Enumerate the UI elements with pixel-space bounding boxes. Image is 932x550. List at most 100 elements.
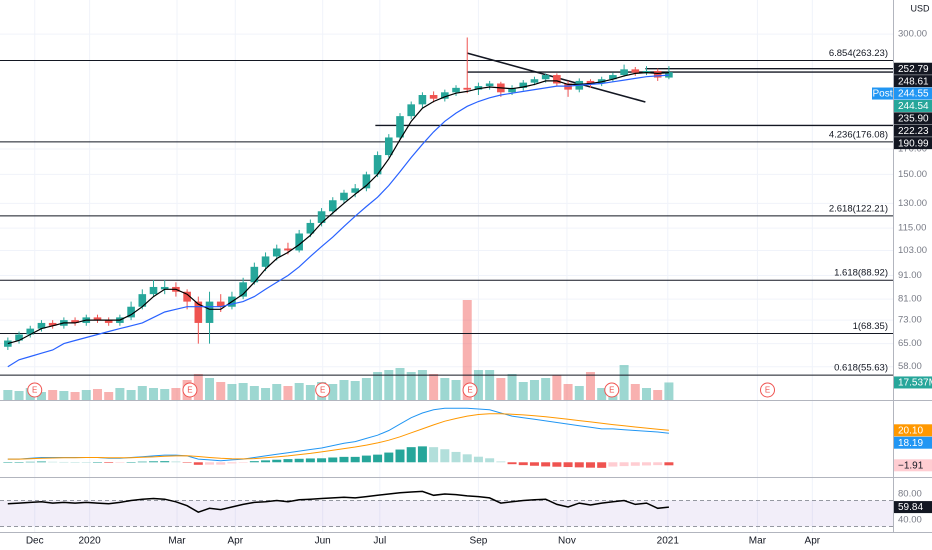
volume-bar bbox=[305, 385, 315, 400]
volume-bar bbox=[597, 388, 607, 400]
volume-bar bbox=[283, 386, 293, 400]
macd-histogram-bar bbox=[227, 462, 237, 464]
volume-bar bbox=[507, 374, 517, 400]
earnings-marker-label: E bbox=[187, 386, 192, 395]
y-tick-label: 130.00 bbox=[898, 198, 927, 209]
candle-body bbox=[519, 82, 528, 88]
macd-histogram-bar bbox=[473, 456, 483, 463]
candle-body bbox=[183, 291, 191, 302]
candle-body bbox=[586, 80, 595, 84]
candle-body bbox=[631, 69, 640, 73]
tag-prefix: Post bbox=[872, 89, 892, 100]
candle-body bbox=[642, 70, 651, 73]
volume-bar bbox=[126, 390, 136, 400]
candle-body bbox=[541, 75, 550, 80]
macd-histogram-bar bbox=[563, 462, 573, 468]
volume-bar bbox=[115, 388, 125, 400]
candle-body bbox=[205, 301, 214, 323]
indicator-layer bbox=[0, 407, 893, 527]
price-layer: 6.854(263.23) 4.236(176.08) 2.618(122.21) 1… bbox=[0, 37, 893, 376]
macd-histogram-bar bbox=[328, 457, 338, 463]
macd-histogram-bar bbox=[529, 462, 539, 466]
macd-histogram-bar bbox=[485, 458, 495, 463]
candle-body bbox=[508, 87, 516, 93]
macd-histogram-bar bbox=[261, 460, 271, 463]
macd-histogram-bar bbox=[350, 456, 360, 463]
x-tick-label: 2020 bbox=[79, 536, 102, 547]
y-tick-label: 40.00 bbox=[898, 514, 922, 525]
volume-bar bbox=[294, 383, 304, 400]
macd-histogram-bar bbox=[92, 462, 102, 463]
candle-body bbox=[429, 95, 438, 99]
macd-histogram-bar bbox=[59, 461, 69, 463]
candle-body bbox=[93, 317, 102, 321]
volume-bar bbox=[664, 382, 674, 400]
candle-body bbox=[485, 83, 494, 87]
candle-body bbox=[384, 137, 393, 156]
price-tag bbox=[894, 137, 932, 150]
y-tick-label: 73.00 bbox=[898, 315, 922, 326]
y-tick-label: 115.00 bbox=[898, 223, 926, 234]
candle-body bbox=[418, 95, 427, 105]
candle-body bbox=[653, 70, 662, 78]
macd-histogram-bar bbox=[104, 462, 114, 463]
macd-histogram-bar bbox=[574, 462, 584, 468]
earnings-marker-label: E bbox=[467, 386, 472, 395]
price-tag-label: 17.537M bbox=[898, 378, 932, 389]
volume-bar bbox=[361, 378, 371, 400]
x-tick-label: Apr bbox=[805, 536, 821, 547]
candle-body bbox=[284, 248, 292, 251]
price-tag bbox=[894, 459, 932, 472]
macd-histogram-bar bbox=[664, 462, 674, 466]
macd-histogram-bar bbox=[283, 459, 293, 463]
axis-layer: 300.00170.00150.00130.00115.00103.0091.0… bbox=[26, 29, 932, 547]
candle-body bbox=[407, 104, 416, 117]
volume-bar bbox=[238, 383, 248, 400]
macd-histogram-bar bbox=[440, 449, 450, 463]
macd-histogram-bar bbox=[384, 452, 394, 463]
volume-bar bbox=[81, 390, 91, 400]
macd-histogram-bar bbox=[160, 461, 170, 463]
x-tick-label: Nov bbox=[558, 536, 576, 547]
candle-body bbox=[340, 192, 348, 201]
volume-bar bbox=[249, 386, 259, 400]
volume-bar bbox=[14, 391, 24, 400]
macd-histogram-bar bbox=[653, 462, 663, 466]
fib-level-label: 1.618(88.92) bbox=[834, 268, 888, 279]
x-tick-label: 2021 bbox=[657, 536, 680, 547]
candle-body bbox=[295, 233, 303, 251]
price-tag-label: 244.55 bbox=[898, 89, 929, 100]
macd-histogram-bar bbox=[81, 462, 91, 463]
macd-histogram-bar bbox=[541, 462, 551, 467]
volume-bar bbox=[485, 370, 495, 400]
volume-bar bbox=[137, 386, 147, 400]
candle-body bbox=[553, 75, 561, 84]
candle-body bbox=[15, 334, 23, 341]
volume-bar bbox=[630, 384, 640, 400]
macd-histogram-bar bbox=[597, 462, 607, 468]
volume-bar bbox=[3, 390, 13, 400]
volume-bar bbox=[205, 378, 215, 400]
volume-bar bbox=[395, 368, 405, 400]
price-tag bbox=[894, 87, 932, 100]
volume-bar bbox=[193, 374, 203, 400]
y-tick-label: 80.00 bbox=[898, 489, 922, 500]
candle-body bbox=[261, 256, 270, 267]
x-tick-label: Jun bbox=[315, 536, 331, 547]
candle-body bbox=[351, 188, 359, 193]
candle-body bbox=[272, 248, 281, 257]
y-tick-label: 103.00 bbox=[898, 245, 927, 256]
candle-body bbox=[620, 69, 628, 76]
price-tag bbox=[894, 99, 932, 112]
candle-body bbox=[665, 72, 673, 78]
tag-prefix-box bbox=[872, 87, 893, 100]
macd-histogram-bar bbox=[395, 449, 405, 463]
fib-level-label: 6.854(263.23) bbox=[829, 48, 888, 59]
y-tick-label: 81.00 bbox=[898, 294, 922, 305]
volume-bar bbox=[328, 384, 338, 400]
volume-bar bbox=[406, 372, 416, 400]
macd-histogram-bar bbox=[406, 447, 416, 463]
macd-histogram-bar bbox=[451, 451, 461, 463]
